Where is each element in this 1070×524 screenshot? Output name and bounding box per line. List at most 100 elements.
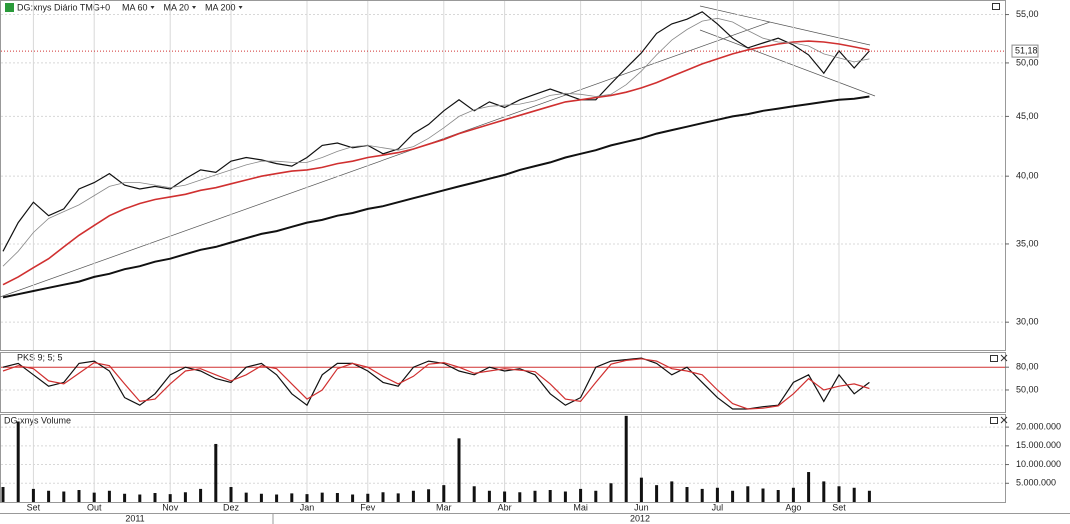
volume-bar bbox=[259, 493, 263, 502]
x-tick-label: Dez bbox=[223, 502, 240, 512]
volume-bar bbox=[776, 490, 780, 502]
volume-bar bbox=[1, 487, 5, 502]
series-line bbox=[2, 40, 870, 286]
volume-bar bbox=[563, 491, 567, 502]
volume-bar bbox=[92, 492, 96, 502]
volume-bar bbox=[548, 490, 552, 502]
legend-entry: MA 20 bbox=[164, 2, 190, 12]
oscillator-title: PKS 9; 5; 5 bbox=[17, 352, 63, 362]
volume-bar bbox=[305, 494, 309, 502]
volume-bar bbox=[791, 487, 795, 502]
x-tick-label: Ago bbox=[785, 502, 801, 512]
y-tick-label: 55,00 bbox=[1016, 9, 1039, 19]
x-tick-label: Fev bbox=[360, 502, 376, 512]
volume-bar bbox=[746, 486, 750, 502]
y-tick-label: 40,00 bbox=[1016, 171, 1039, 181]
trend-line bbox=[699, 29, 876, 97]
y-tick-label: 80,00 bbox=[1016, 362, 1039, 372]
legend-entry: MA 60 bbox=[122, 2, 148, 12]
volume-bar bbox=[609, 483, 613, 502]
volume-bar bbox=[153, 493, 157, 502]
volume-bar bbox=[123, 493, 127, 502]
y-tick-label: 50,00 bbox=[1016, 384, 1039, 394]
volume-bar bbox=[472, 486, 476, 502]
volume-bar bbox=[837, 486, 841, 502]
y-tick-label: 35,00 bbox=[1016, 238, 1039, 248]
series-line bbox=[2, 17, 870, 267]
volume-bar bbox=[138, 494, 142, 502]
price-frame bbox=[0, 0, 1006, 351]
volume-bar bbox=[244, 492, 248, 502]
x-tick-label: Abr bbox=[498, 502, 512, 512]
volume-bar bbox=[31, 488, 35, 502]
volume-bar bbox=[655, 485, 659, 502]
volume-bar bbox=[503, 491, 507, 502]
close-button[interactable] bbox=[1000, 416, 1008, 424]
volume-title: DG:xnys Volume bbox=[4, 415, 71, 425]
maximize-button[interactable] bbox=[992, 3, 1000, 10]
volume-bar bbox=[290, 493, 294, 502]
volume-bar bbox=[731, 490, 735, 502]
volume-bar bbox=[77, 490, 81, 502]
volume-bar bbox=[518, 492, 522, 502]
volume-bar bbox=[685, 487, 689, 502]
trend-line bbox=[699, 5, 871, 46]
volume-bar bbox=[700, 488, 704, 502]
volume-bar bbox=[457, 438, 461, 502]
volume-bar bbox=[533, 490, 537, 502]
volume-bar bbox=[381, 492, 385, 502]
series-line bbox=[2, 357, 870, 410]
x-tick-label: Mar bbox=[436, 502, 452, 512]
volume-bar bbox=[214, 443, 218, 502]
series-line bbox=[2, 11, 870, 252]
x-tick-label: Mai bbox=[573, 502, 588, 512]
y-tick-label: 5.000.000 bbox=[1016, 478, 1056, 488]
y-tick-label: 45,00 bbox=[1016, 111, 1039, 121]
legend-arrow bbox=[238, 6, 243, 9]
volume-bar bbox=[62, 491, 66, 502]
year-label: 2011 bbox=[125, 513, 144, 523]
volume-bar bbox=[411, 490, 415, 502]
volume-bar bbox=[442, 485, 446, 502]
volume-bar bbox=[366, 493, 370, 502]
last-price-label: 51,18 bbox=[1015, 45, 1038, 55]
volume-bar bbox=[183, 492, 187, 502]
y-tick-label: 15.000.000 bbox=[1016, 440, 1061, 450]
maximize-button[interactable] bbox=[990, 355, 998, 362]
oscillator-frame bbox=[0, 352, 1006, 413]
volume-bar bbox=[229, 487, 233, 502]
volume-bar bbox=[487, 490, 491, 502]
x-tick-label: Nov bbox=[162, 502, 179, 512]
volume-bar bbox=[579, 488, 583, 502]
series-line bbox=[2, 358, 870, 410]
legend-arrow bbox=[192, 6, 197, 9]
year-label: 2012 bbox=[630, 513, 650, 523]
volume-bar bbox=[427, 489, 431, 502]
volume-bar bbox=[335, 493, 339, 502]
volume-bar bbox=[320, 492, 324, 502]
volume-bar bbox=[852, 487, 856, 502]
y-tick-label: 30,00 bbox=[1016, 317, 1039, 327]
last-price-box bbox=[1011, 44, 1039, 58]
legend-arrow bbox=[150, 6, 155, 9]
volume-bar bbox=[396, 493, 400, 502]
x-tick-label: Jul bbox=[712, 502, 724, 512]
volume-bar bbox=[16, 421, 20, 502]
volume-bar bbox=[624, 415, 628, 502]
volume-bar bbox=[867, 490, 871, 502]
volume-frame bbox=[0, 414, 1006, 503]
volume-bar bbox=[47, 490, 51, 502]
volume-bar bbox=[199, 488, 203, 502]
symbol-icon[interactable] bbox=[5, 3, 14, 12]
volume-bar bbox=[807, 472, 811, 502]
window-buttons[interactable] bbox=[990, 3, 1008, 424]
maximize-button[interactable] bbox=[990, 417, 998, 424]
volume-bar bbox=[168, 494, 172, 502]
close-button[interactable] bbox=[1000, 354, 1008, 362]
y-tick-label: 50,00 bbox=[1016, 57, 1039, 67]
volume-bar bbox=[670, 481, 674, 502]
volume-bar bbox=[107, 490, 111, 502]
volume-bar bbox=[351, 494, 355, 502]
